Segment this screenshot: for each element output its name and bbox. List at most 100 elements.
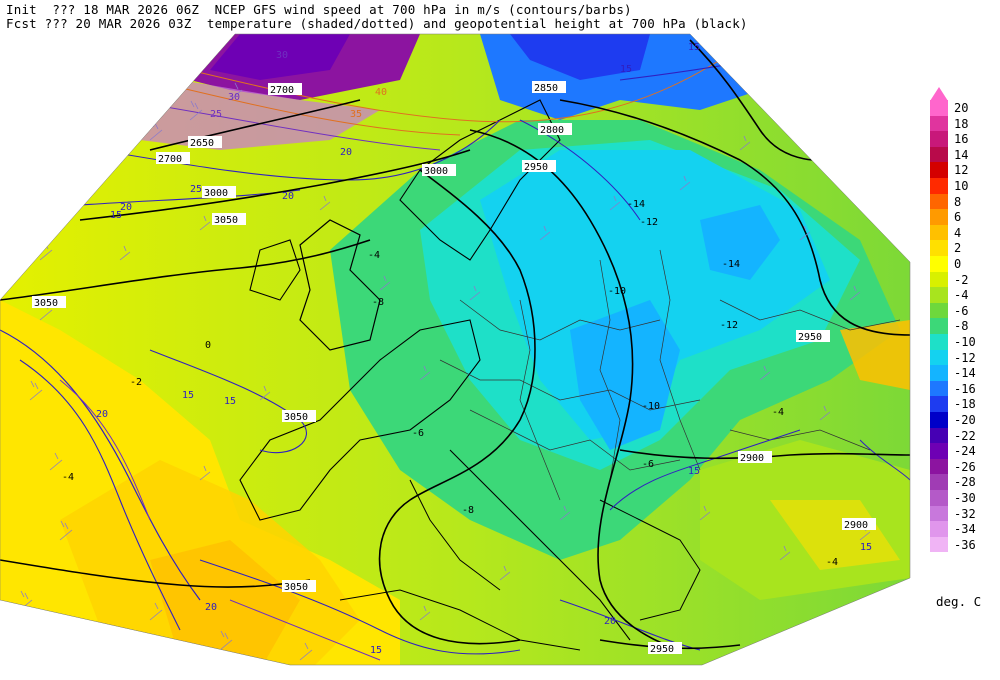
height-label: 2700 — [270, 85, 294, 96]
legend-label: -26 — [954, 459, 976, 474]
wind-label: 25 — [210, 109, 222, 120]
legend-label: -2 — [954, 272, 969, 287]
temp-label: -4 — [826, 557, 838, 568]
height-label: 2950 — [798, 332, 822, 343]
legend-swatch — [930, 193, 948, 210]
legend-swatch — [930, 240, 948, 256]
height-label: 3050 — [214, 215, 238, 226]
wind-label: 30 — [228, 92, 240, 103]
legend-swatch — [930, 412, 948, 428]
temp-label: -10 — [642, 401, 660, 412]
forecast-time-header: Fcst ??? 20 MAR 2026 03Z temperature (sh… — [6, 16, 748, 31]
legend-label: -18 — [954, 397, 976, 412]
legend-label: -12 — [954, 350, 976, 365]
height-label: 3050 — [284, 582, 308, 593]
geopotential-height-contours — [0, 39, 910, 651]
coastlines-borders — [239, 99, 901, 651]
legend-label: 20 — [954, 101, 969, 115]
legend-swatch — [930, 334, 948, 350]
legend-swatch — [930, 490, 948, 506]
legend-label: 16 — [954, 132, 969, 147]
legend-swatch — [930, 474, 948, 490]
temp-label: -14 — [627, 199, 645, 210]
legend-swatch — [930, 146, 948, 163]
wind-label: 15 — [224, 396, 236, 407]
legend-label: 2 — [954, 241, 962, 256]
legend-label: -22 — [954, 428, 976, 443]
wind-label: 30 — [276, 50, 288, 61]
legend-label: -16 — [954, 381, 976, 396]
legend-label: 6 — [954, 210, 962, 225]
legend-swatch — [930, 115, 948, 132]
legend-swatch — [930, 443, 948, 459]
wind-label: 40 — [375, 87, 387, 98]
legend-swatch — [930, 318, 948, 334]
height-label: 2850 — [534, 83, 558, 94]
temp-label: -6 — [412, 428, 424, 439]
height-label: 2900 — [844, 520, 868, 531]
temp-label: -6 — [642, 459, 654, 470]
map-domain-outline — [0, 33, 911, 666]
legend-label: -14 — [954, 366, 976, 381]
legend-label: -36 — [954, 537, 976, 552]
legend-label: -8 — [954, 319, 969, 334]
height-label: 2650 — [190, 138, 214, 149]
legend-arrow-icon — [930, 87, 948, 101]
legend-units: deg. C — [936, 594, 982, 609]
legend-label: -10 — [954, 335, 976, 349]
wind-label: 25 — [190, 184, 202, 195]
legend-swatch — [930, 178, 948, 194]
temp-label: -10 — [608, 286, 626, 297]
legend-swatch — [930, 505, 948, 522]
wind-label: 15 — [860, 542, 872, 553]
legend-swatch — [930, 100, 948, 116]
legend-swatch — [930, 365, 948, 381]
height-label: 2700 — [158, 154, 182, 165]
temp-label: -8 — [462, 505, 474, 516]
legend-swatch — [930, 458, 948, 475]
legend-swatch — [930, 131, 948, 147]
init-time-header: Init ??? 18 MAR 2026 06Z NCEP GFS wind s… — [6, 2, 632, 17]
height-label: 2950 — [650, 644, 674, 655]
height-label: 3050 — [34, 298, 58, 309]
temp-label: -4 — [62, 472, 74, 483]
height-label: 2900 — [740, 453, 764, 464]
legend-swatch — [930, 224, 948, 241]
legend-label: 4 — [954, 225, 962, 240]
wind-label: 20 — [120, 202, 132, 213]
legend-label: -20 — [954, 413, 976, 427]
legend-label: 14 — [954, 147, 969, 162]
height-label: 3000 — [204, 188, 228, 199]
temp-label: -8 — [372, 297, 384, 308]
legend-label: -6 — [954, 303, 969, 318]
height-label: 2950 — [524, 162, 548, 173]
legend-label: -4 — [954, 288, 969, 303]
weather-map: 3050 3050 3050 3050 3000 3000 2950 2950 … — [0, 33, 911, 666]
temp-label: -2 — [130, 377, 142, 388]
temp-label: -12 — [720, 320, 738, 331]
height-labels: 3050 3050 3050 3050 3000 3000 2950 2950 … — [32, 81, 876, 655]
wind-label: 15 — [182, 390, 194, 401]
wind-label: 15 — [688, 42, 700, 53]
temperature-labels: -14 -14 -12 -12 -10 -10 -8 -8 -6 -6 -4 -… — [62, 199, 838, 568]
wind-label: 15 — [688, 466, 700, 477]
height-label: 2800 — [540, 125, 564, 136]
wind-label: 20 — [282, 191, 294, 202]
wind-label: 15 — [370, 645, 382, 656]
wind-label: 35 — [350, 109, 362, 120]
legend-label: 8 — [954, 194, 962, 209]
legend-label: 12 — [954, 163, 969, 178]
wind-label: 15 — [620, 64, 632, 75]
legend-swatch — [930, 302, 948, 319]
temp-label: -4 — [368, 250, 380, 261]
legend-label: -24 — [954, 444, 976, 459]
legend-swatch — [930, 162, 948, 178]
legend-swatch — [930, 396, 948, 412]
temp-label: -4 — [772, 407, 784, 418]
legend-swatch — [930, 536, 948, 553]
legend-label: -32 — [954, 506, 976, 521]
height-label: 3000 — [424, 166, 448, 177]
wind-speed-labels: 15 15 15 15 15 15 15 15 20 20 20 20 20 2… — [96, 42, 872, 656]
temp-label: -12 — [640, 217, 658, 228]
temperature-legend: 20 18 16 14 12 10 8 6 4 2 0 -2 -4 -6 -8 -10 -12 -14 -16 -18… — [930, 87, 990, 570]
